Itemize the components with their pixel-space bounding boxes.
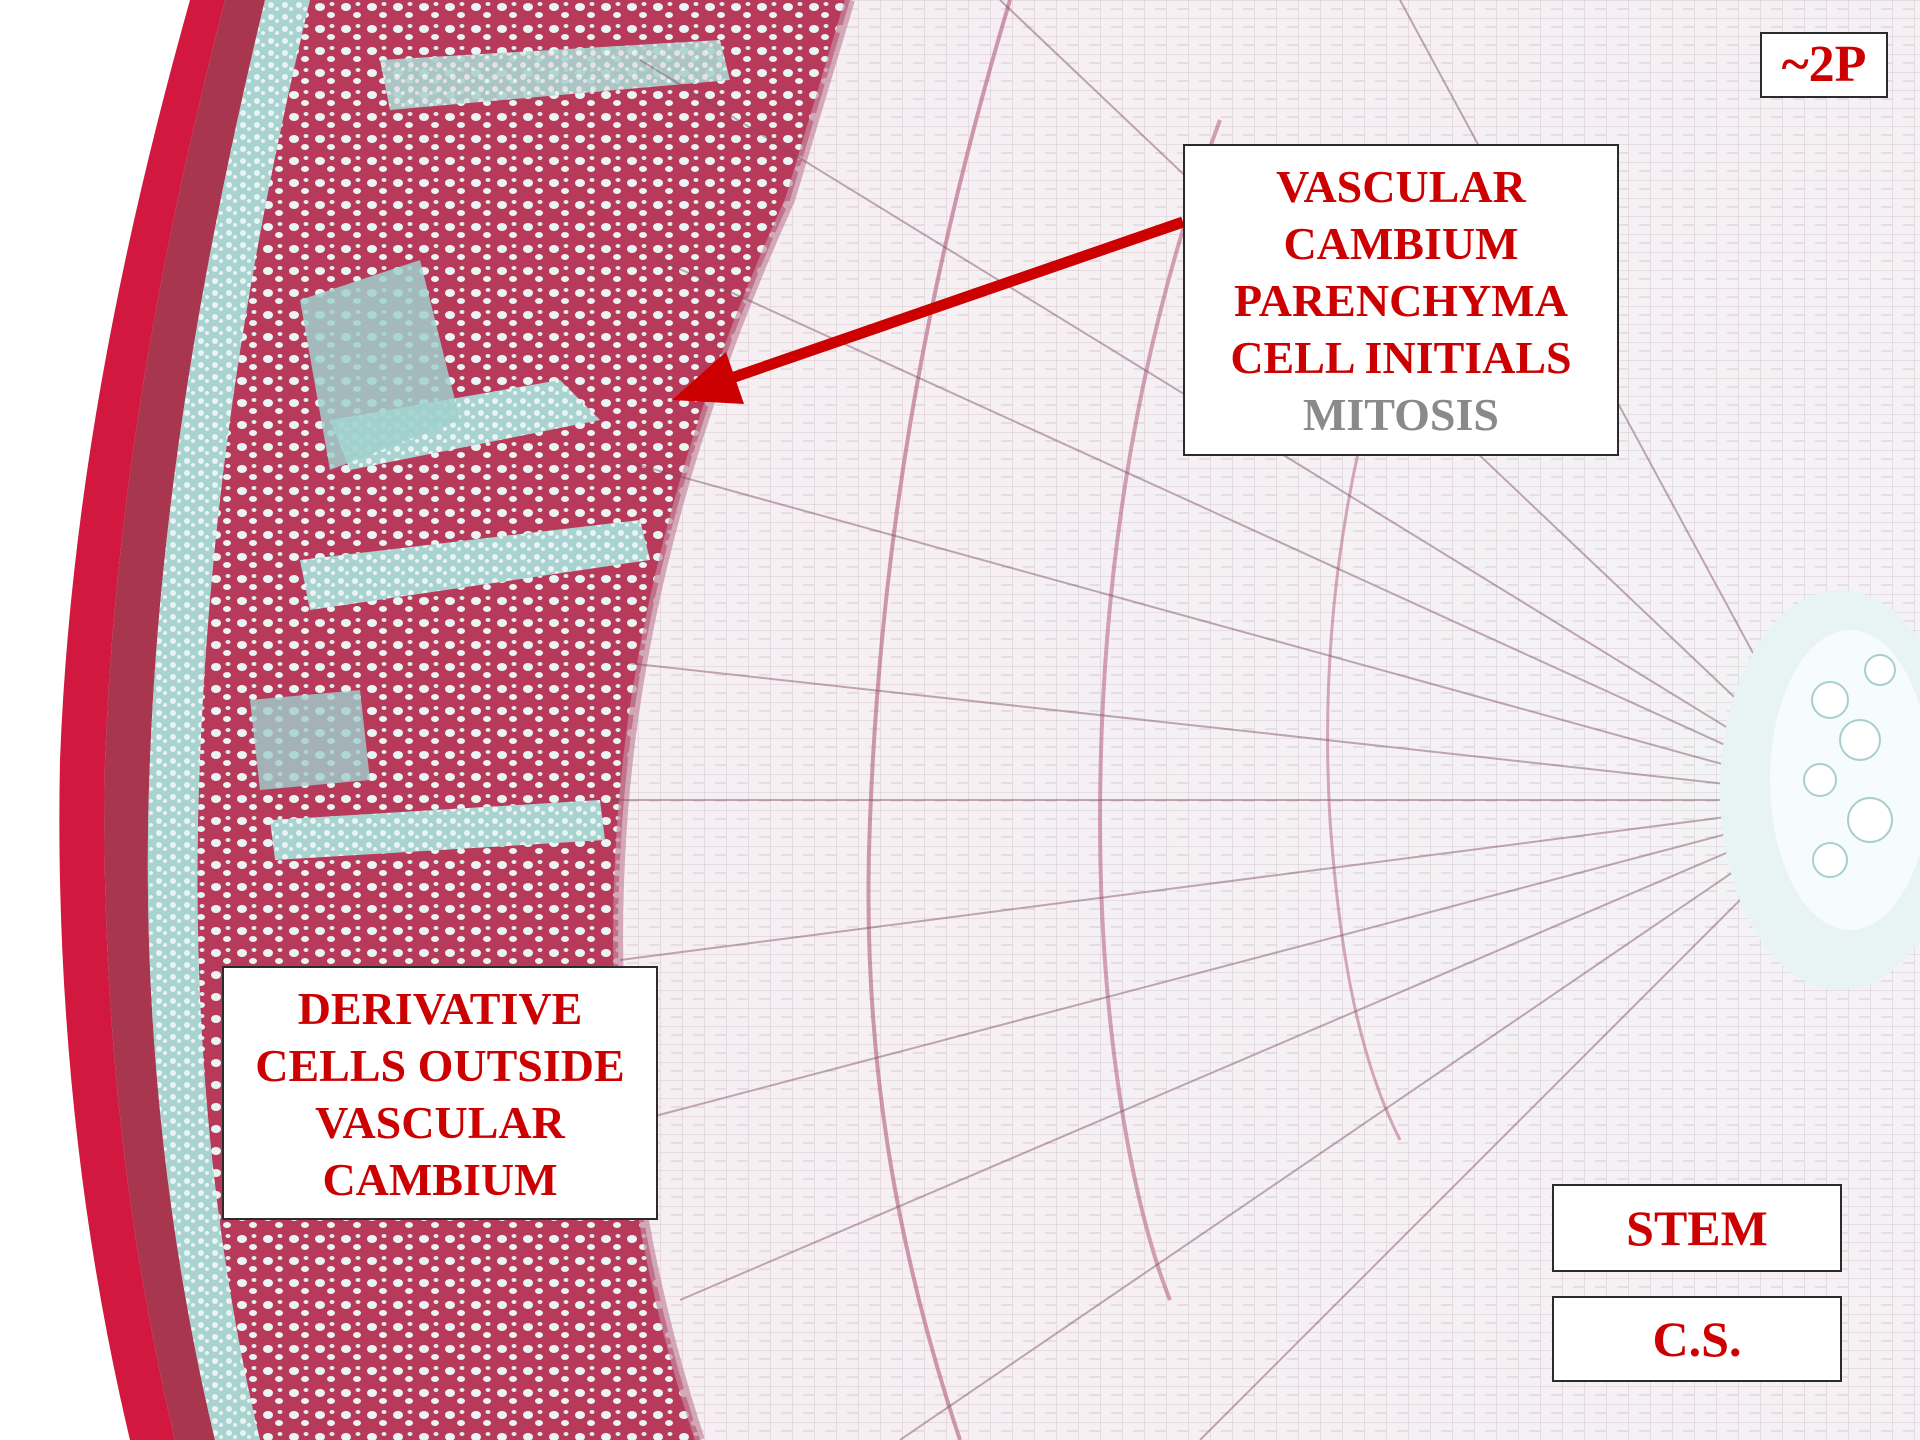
- derivative-line-3: VASCULAR: [315, 1097, 565, 1148]
- cambium-line-2: CAMBIUM: [1283, 218, 1519, 269]
- plate-id-label: ~2P: [1760, 32, 1888, 98]
- derivative-cells-label: DERIVATIVE CELLS OUTSIDE VASCULAR CAMBIU…: [222, 966, 658, 1220]
- cambium-line-3: PARENCHYMA: [1234, 275, 1568, 326]
- cambium-line-4: CELL INITIALS: [1230, 332, 1572, 383]
- derivative-line-1: DERIVATIVE: [297, 983, 583, 1034]
- stem-text: STEM: [1626, 1200, 1768, 1256]
- mitosis-text: MITOSIS: [1302, 389, 1500, 440]
- derivative-line-2: CELLS OUTSIDE: [255, 1040, 625, 1091]
- derivative-line-4: CAMBIUM: [322, 1154, 558, 1205]
- cs-text: C.S.: [1652, 1311, 1742, 1367]
- plate-id-text: ~2P: [1781, 36, 1867, 93]
- arrow-icon: [672, 216, 1185, 404]
- cross-section-label: C.S.: [1552, 1296, 1842, 1382]
- vascular-cambium-label: VASCULAR CAMBIUM PARENCHYMA CELL INITIAL…: [1183, 144, 1619, 456]
- cambium-line-1: VASCULAR: [1276, 161, 1526, 212]
- stem-label: STEM: [1552, 1184, 1842, 1272]
